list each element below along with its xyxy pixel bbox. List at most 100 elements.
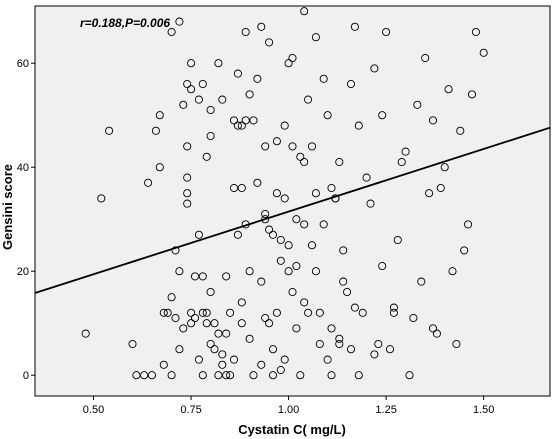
data-point (389, 308, 398, 317)
data-point (389, 303, 398, 312)
data-point (292, 324, 301, 333)
data-point (198, 308, 207, 317)
data-point (229, 355, 239, 364)
data-point (307, 241, 317, 250)
data-point (140, 371, 149, 380)
data-point (214, 371, 223, 380)
data-point (292, 215, 301, 224)
data-point (183, 189, 192, 198)
data-point (229, 183, 239, 193)
data-point (233, 121, 242, 130)
data-point (167, 371, 176, 380)
data-point (163, 308, 172, 317)
data-point (315, 308, 324, 317)
data-point (187, 308, 196, 317)
data-point (144, 178, 153, 187)
x-axis-title: Cystatin C( mg/L) (238, 422, 346, 437)
data-point (366, 199, 375, 208)
data-point (175, 267, 184, 276)
data-point (132, 371, 141, 380)
data-point (339, 277, 348, 286)
data-point (241, 116, 250, 125)
y-tick-label: 40 (17, 162, 29, 174)
data-point (460, 246, 469, 255)
data-point (479, 48, 488, 57)
data-point (155, 111, 164, 120)
data-point (456, 126, 465, 135)
data-point (300, 298, 309, 307)
data-point (304, 95, 313, 104)
data-point (268, 371, 278, 380)
data-point (335, 334, 344, 343)
data-point (175, 17, 184, 26)
data-point (183, 173, 192, 182)
data-point (311, 267, 320, 276)
data-point (323, 111, 332, 120)
data-point (284, 267, 293, 276)
data-point (226, 371, 235, 380)
data-point (397, 157, 406, 167)
data-point (214, 329, 223, 338)
data-point (272, 137, 281, 146)
data-point (222, 272, 231, 281)
data-point (202, 319, 211, 328)
data-point (265, 38, 274, 47)
data-point (315, 339, 324, 349)
data-point (245, 334, 254, 343)
x-tick-label: 1.50 (473, 404, 494, 416)
data-point (276, 365, 285, 375)
data-point (276, 256, 285, 265)
data-point (425, 189, 434, 198)
data-point (245, 90, 254, 99)
data-point (346, 345, 356, 354)
data-point (206, 131, 215, 141)
data-point (354, 121, 363, 130)
data-point (417, 277, 426, 286)
data-point (311, 189, 320, 198)
data-point (304, 308, 313, 317)
data-point (327, 183, 336, 193)
fit-line (34, 126, 551, 294)
data-point (218, 95, 227, 104)
data-point (81, 329, 90, 338)
data-point (202, 308, 211, 317)
data-point (296, 152, 305, 161)
data-point (171, 246, 180, 255)
data-point (206, 105, 215, 115)
data-point (249, 116, 258, 125)
data-point (370, 64, 379, 73)
data-point (218, 360, 227, 369)
data-point (288, 53, 297, 63)
data-point (190, 272, 200, 281)
data-point (206, 339, 215, 349)
x-tick-label: 0.50 (83, 404, 104, 416)
y-axis-title: Gensini score (0, 164, 15, 250)
points-layer (81, 7, 488, 380)
data-point (198, 371, 207, 380)
data-point (385, 345, 395, 354)
x-axis: 0.50 0.75 1.00 1.25 1.50 (83, 396, 494, 416)
data-point (210, 319, 219, 328)
data-point (370, 350, 379, 359)
data-point (292, 261, 301, 271)
data-point (194, 95, 203, 104)
data-point (222, 329, 231, 338)
data-point (237, 183, 246, 193)
data-point (428, 116, 438, 125)
data-point (436, 183, 445, 193)
data-point (307, 142, 317, 151)
data-point (202, 152, 211, 161)
data-point (214, 59, 223, 68)
data-point (229, 116, 239, 125)
data-point (179, 324, 188, 333)
data-point (171, 313, 180, 323)
data-point (300, 157, 309, 167)
data-point (167, 27, 176, 37)
data-point (187, 85, 196, 94)
data-point (147, 371, 157, 380)
data-point (327, 371, 336, 380)
data-point (194, 230, 203, 239)
data-point (358, 308, 367, 317)
data-point (257, 22, 266, 31)
